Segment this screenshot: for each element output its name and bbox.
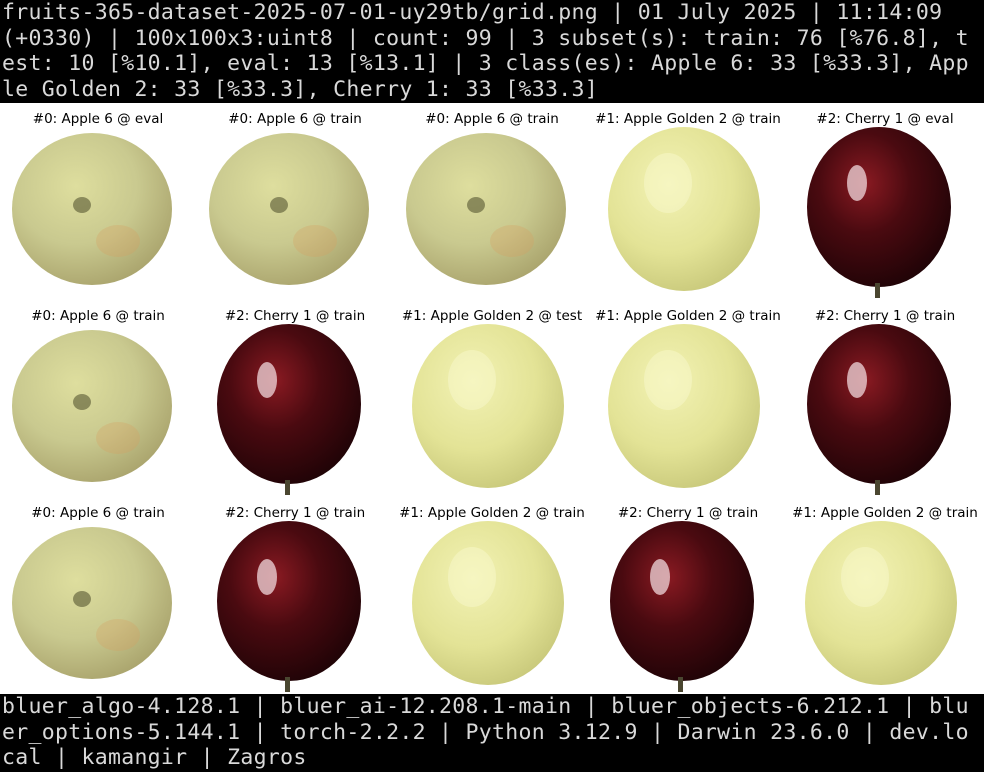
grid-cell: #1: Apple Golden 2 @ test — [394, 300, 590, 495]
cell-caption: #1: Apple Golden 2 @ train — [792, 505, 978, 521]
cell-caption: #1: Apple Golden 2 @ train — [399, 505, 585, 521]
cell-caption: #2: Cherry 1 @ train — [617, 505, 759, 521]
apple-6-fruit-body — [12, 330, 172, 482]
fruit-image — [787, 320, 983, 495]
apple-6-fruit-body — [12, 527, 172, 679]
cell-caption: #2: Cherry 1 @ eval — [816, 111, 954, 127]
apple-golden-fruit-body — [608, 324, 760, 488]
apple-golden-fruit-body — [608, 127, 760, 291]
grid-cell: #1: Apple Golden 2 @ train — [394, 497, 590, 692]
grid-cell: #2: Cherry 1 @ train — [787, 300, 983, 495]
grid-cell: #0: Apple 6 @ eval — [0, 103, 196, 298]
grid-cell: #2: Cherry 1 @ eval — [787, 103, 983, 298]
cell-caption: #1: Apple Golden 2 @ train — [595, 308, 781, 324]
grid-cell: #0: Apple 6 @ train — [0, 300, 196, 495]
apple-golden-fruit-body — [412, 324, 564, 488]
fruit-image — [590, 123, 786, 298]
cherry-fruit-body — [217, 521, 361, 681]
grid-cell: #1: Apple Golden 2 @ train — [590, 300, 786, 495]
fruit-image — [197, 123, 393, 298]
cherry-fruit-body — [217, 324, 361, 484]
cell-caption: #0: Apple 6 @ train — [31, 505, 165, 521]
fruit-image — [394, 123, 590, 298]
cell-caption: #1: Apple Golden 2 @ test — [401, 308, 583, 324]
cell-caption: #2: Cherry 1 @ train — [814, 308, 956, 324]
grid-cell: #2: Cherry 1 @ train — [197, 497, 393, 692]
cherry-fruit-body — [610, 521, 754, 681]
header-banner: fruits-365-dataset-2025-07-01-uy29tb/gri… — [0, 0, 984, 103]
cell-caption: #0: Apple 6 @ train — [31, 308, 165, 324]
apple-6-fruit-body — [12, 133, 172, 285]
cell-caption: #0: Apple 6 @ train — [228, 111, 362, 127]
fruit-image — [590, 517, 786, 692]
apple-6-fruit-body — [406, 133, 566, 285]
cell-caption: #0: Apple 6 @ train — [425, 111, 559, 127]
cherry-fruit-body — [807, 324, 951, 484]
footer-banner: bluer_algo-4.128.1 | bluer_ai-12.208.1-m… — [0, 694, 984, 772]
fruit-image — [787, 123, 983, 298]
cherry-fruit-body — [807, 127, 951, 287]
apple-golden-fruit-body — [805, 521, 957, 685]
fruit-image — [394, 320, 590, 495]
apple-6-fruit-body — [209, 133, 369, 285]
fruit-image — [197, 517, 393, 692]
grid-cell: #2: Cherry 1 @ train — [197, 300, 393, 495]
grid-cell: #0: Apple 6 @ train — [394, 103, 590, 298]
fruit-image — [0, 517, 196, 692]
image-grid: #0: Apple 6 @ eval #0: Apple 6 @ train #0:… — [0, 103, 984, 694]
fruit-image — [0, 123, 196, 298]
cell-caption: #1: Apple Golden 2 @ train — [595, 111, 781, 127]
grid-cell: #0: Apple 6 @ train — [197, 103, 393, 298]
fruit-image — [0, 320, 196, 495]
grid-cell: #0: Apple 6 @ train — [0, 497, 196, 692]
fruit-image — [590, 320, 786, 495]
grid-cell: #1: Apple Golden 2 @ train — [787, 497, 983, 692]
cell-caption: #2: Cherry 1 @ train — [224, 308, 366, 324]
cell-caption: #2: Cherry 1 @ train — [224, 505, 366, 521]
cell-caption: #0: Apple 6 @ eval — [32, 111, 164, 127]
grid-cell: #2: Cherry 1 @ train — [590, 497, 786, 692]
fruit-image — [394, 517, 590, 692]
fruit-image — [787, 517, 983, 692]
fruit-image — [197, 320, 393, 495]
apple-golden-fruit-body — [412, 521, 564, 685]
grid-cell: #1: Apple Golden 2 @ train — [590, 103, 786, 298]
